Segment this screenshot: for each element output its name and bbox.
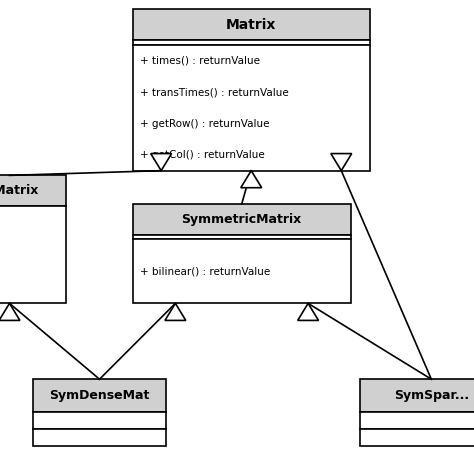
- Polygon shape: [0, 303, 20, 320]
- Bar: [360, 429, 474, 446]
- Bar: [133, 239, 351, 303]
- Text: + times() : returnValue: + times() : returnValue: [140, 56, 260, 66]
- Text: + getRow() : returnValue: + getRow() : returnValue: [140, 118, 269, 128]
- Bar: [133, 204, 351, 235]
- Bar: [133, 45, 370, 171]
- Bar: [0, 206, 66, 303]
- Bar: [133, 9, 370, 40]
- Text: Matrix: Matrix: [226, 18, 276, 32]
- Bar: [33, 429, 166, 446]
- Bar: [33, 379, 166, 412]
- Text: + bilinear() : returnValue: + bilinear() : returnValue: [140, 266, 270, 276]
- Text: + getCol() : returnValue: + getCol() : returnValue: [140, 150, 264, 160]
- Bar: [133, 235, 351, 239]
- Bar: [33, 412, 166, 429]
- Polygon shape: [151, 154, 172, 171]
- Polygon shape: [331, 154, 352, 171]
- Text: SymmetricMatrix: SymmetricMatrix: [182, 213, 302, 226]
- Text: + transTimes() : returnValue: + transTimes() : returnValue: [140, 87, 289, 97]
- Text: SymSpar...: SymSpar...: [394, 389, 469, 402]
- Bar: [0, 175, 66, 206]
- Bar: [360, 412, 474, 429]
- Text: ...Matrix: ...Matrix: [0, 184, 39, 197]
- Text: SymDenseMat: SymDenseMat: [49, 389, 150, 402]
- Bar: [360, 379, 474, 412]
- Polygon shape: [165, 303, 186, 320]
- Polygon shape: [241, 171, 262, 188]
- Bar: [133, 40, 370, 45]
- Polygon shape: [298, 303, 319, 320]
